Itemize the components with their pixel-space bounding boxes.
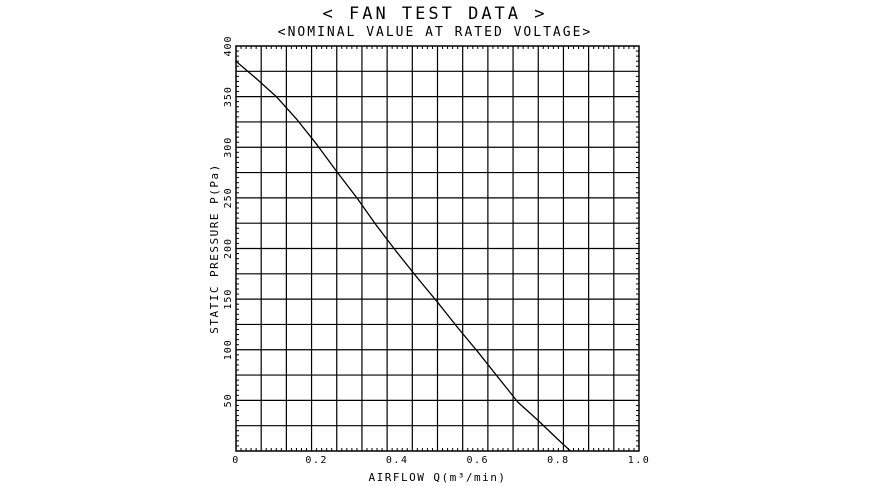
data-point <box>295 118 298 120</box>
x-axis-label: AIRFLOW Q(m³/min) <box>368 471 506 484</box>
y-tick-label: 100 <box>223 339 234 360</box>
y-tick-label: 400 <box>223 35 234 56</box>
y-axis-label: STATIC PRESSURE P(Pa) <box>208 163 221 334</box>
tick-labels: 0 0.2 0.4 0.6 0.8 1.0 50 100 150 200 250 300 350 400 <box>223 35 651 466</box>
data-point <box>457 326 459 329</box>
y-tick-label: 50 <box>223 393 234 407</box>
grid <box>236 46 639 451</box>
x-tick-label: 0.4 <box>386 455 409 466</box>
series-layer <box>235 60 572 452</box>
y-tick-label: 250 <box>223 187 234 208</box>
data-point <box>497 376 499 378</box>
data-point <box>336 170 338 173</box>
data-point <box>275 96 277 98</box>
chart-subtitle: <NOMINAL VALUE AT RATED VOLTAGE> <box>277 25 593 40</box>
x-tick-label: 1.0 <box>628 455 651 466</box>
series-line <box>235 60 571 452</box>
y-tick-label: 300 <box>223 137 234 158</box>
data-point <box>557 439 560 441</box>
data-point <box>356 197 358 199</box>
chart-title: < FAN TEST DATA > <box>322 4 548 24</box>
data-point <box>316 143 318 145</box>
data-point <box>396 251 398 254</box>
data-point <box>376 225 378 227</box>
data-point <box>255 77 257 79</box>
data-point <box>436 301 439 303</box>
y-tick-label: 350 <box>223 86 234 107</box>
data-point <box>517 401 519 403</box>
data-point <box>477 351 479 353</box>
data-point <box>537 420 539 422</box>
data-point <box>416 277 418 279</box>
y-tick-label: 150 <box>223 289 234 310</box>
x-tick-label: 0.6 <box>467 455 490 466</box>
x-tick-label: 0.2 <box>305 455 328 466</box>
x-tick-label: 0 <box>232 455 240 466</box>
plot-border <box>235 45 640 452</box>
x-tick-label: 0.8 <box>547 455 570 466</box>
y-tick-label: 200 <box>223 238 234 259</box>
